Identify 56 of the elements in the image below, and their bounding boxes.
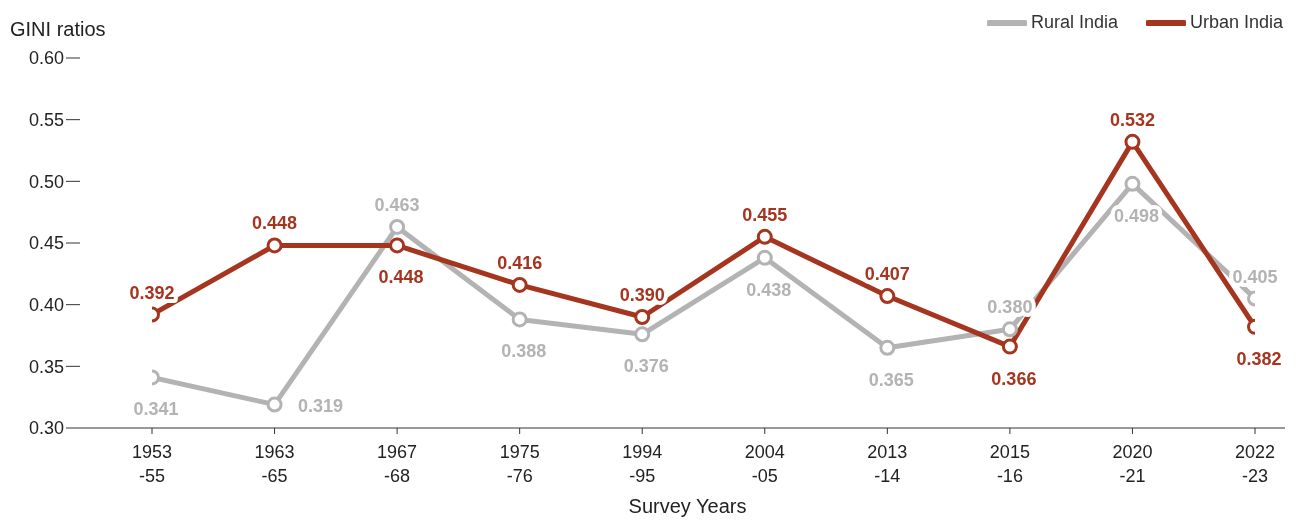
data-label: 0.416 xyxy=(497,252,543,273)
point xyxy=(756,249,773,266)
x-tick-label: 2004 -05 xyxy=(744,442,785,486)
y-tick-label: 0.50 xyxy=(28,171,64,192)
point xyxy=(1001,321,1018,338)
point xyxy=(511,311,528,328)
x-tick-label: 2020 -21 xyxy=(1112,442,1153,486)
point xyxy=(1001,338,1018,355)
data-label: 0.448 xyxy=(378,267,424,288)
point xyxy=(266,396,283,413)
data-label: 0.366 xyxy=(991,368,1037,389)
point xyxy=(266,237,283,254)
point xyxy=(756,228,773,245)
x-tick-label: 2015 -16 xyxy=(989,442,1030,486)
point xyxy=(1124,133,1141,150)
y-tick-label: 0.60 xyxy=(28,48,64,69)
point xyxy=(389,218,406,235)
x-tick-label: 2013 -14 xyxy=(867,442,908,486)
point xyxy=(511,276,528,293)
data-label: 0.392 xyxy=(129,282,175,303)
point xyxy=(634,309,651,325)
data-label: 0.438 xyxy=(746,279,792,300)
y-tick-label: 0.30 xyxy=(28,418,64,439)
x-tick-label: 2022 -23 xyxy=(1234,442,1276,486)
point xyxy=(879,288,896,305)
y-tick-label: 0.40 xyxy=(28,295,64,316)
data-label: 0.405 xyxy=(1232,266,1278,287)
y-tick-label: 0.55 xyxy=(28,110,64,131)
data-label: 0.365 xyxy=(868,369,914,390)
data-label: 0.319 xyxy=(298,395,344,416)
y-tick-label: 0.45 xyxy=(28,233,64,254)
data-label: 0.341 xyxy=(133,399,179,420)
x-tick-label: 1994 -95 xyxy=(622,442,663,486)
legend-label: Urban India xyxy=(1189,12,1283,33)
data-label: 0.532 xyxy=(1109,109,1155,130)
data-label: 0.388 xyxy=(501,341,547,362)
point xyxy=(1124,175,1141,192)
data-label: 0.463 xyxy=(374,194,420,215)
data-label: 0.376 xyxy=(623,356,669,377)
x-tick-label: 1967 -68 xyxy=(377,442,418,486)
point xyxy=(634,326,651,343)
data-label: 0.382 xyxy=(1236,348,1282,369)
y-tick-label: 0.35 xyxy=(28,356,64,377)
x-axis-title: Survey Years xyxy=(627,495,748,518)
data-label: 0.448 xyxy=(252,213,298,234)
y-axis-title: GINI ratios xyxy=(10,18,106,41)
x-tick-label: 1953 -55 xyxy=(131,442,173,486)
point xyxy=(879,339,896,356)
data-label: 0.390 xyxy=(619,285,665,305)
data-label: 0.407 xyxy=(864,264,910,285)
data-label: 0.498 xyxy=(1113,205,1159,226)
data-label: 0.455 xyxy=(742,204,788,225)
point xyxy=(389,237,406,254)
x-tick-label: 1963 -65 xyxy=(254,442,295,486)
x-tick-label: 1975 -76 xyxy=(499,442,540,486)
legend-label: Rural India xyxy=(1030,12,1118,33)
